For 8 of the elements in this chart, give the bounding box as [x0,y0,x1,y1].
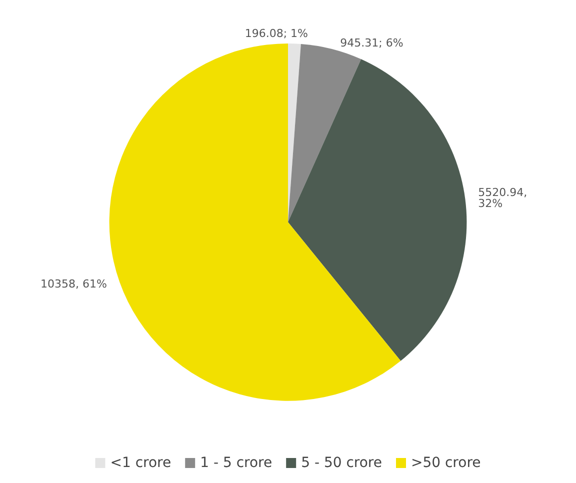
legend-label: >50 crore [410,455,481,471]
data-label: 196.08; 1% [244,27,308,40]
legend-label: 5 - 50 crore [301,455,382,471]
data-label: 945.31; 6% [340,36,404,50]
legend-label: 1 - 5 crore [200,455,272,471]
data-label: 5520.94, 32% [478,186,528,210]
data-label: 10358, 61% [40,277,107,290]
legend-label: <1 crore [110,455,172,471]
